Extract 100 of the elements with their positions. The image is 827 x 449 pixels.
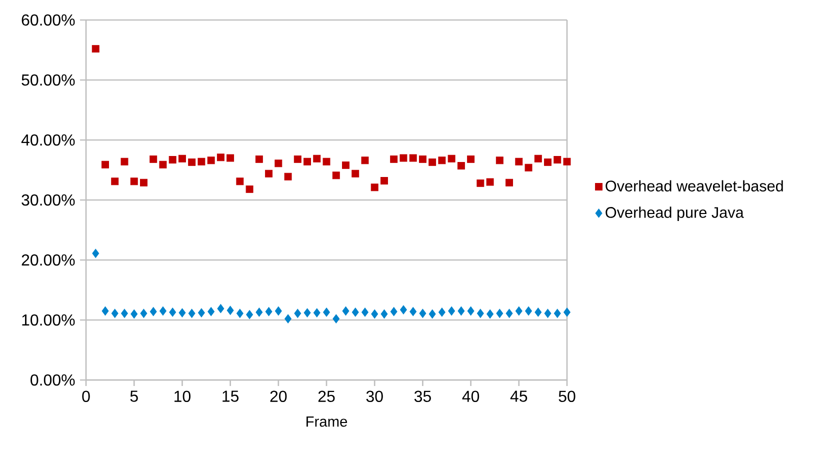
point <box>284 172 292 180</box>
point <box>217 304 224 314</box>
point <box>198 308 205 318</box>
point <box>188 308 196 318</box>
point <box>476 308 484 318</box>
point <box>554 156 562 164</box>
point <box>506 308 513 318</box>
point <box>486 309 494 319</box>
point <box>563 158 571 166</box>
y-tick-label: 0.00% <box>30 374 75 386</box>
point <box>438 156 446 164</box>
y-tick-label: 10.00% <box>22 314 75 326</box>
point <box>496 308 504 318</box>
point <box>419 308 426 318</box>
point <box>236 178 244 186</box>
point <box>178 154 186 162</box>
point <box>534 308 542 317</box>
point <box>342 161 350 169</box>
point <box>294 155 302 163</box>
point <box>102 306 109 316</box>
legend-label: Overhead weavelet-based <box>606 180 783 192</box>
point <box>130 309 138 319</box>
point <box>255 155 263 163</box>
point <box>246 185 254 193</box>
point <box>525 306 532 316</box>
point <box>506 178 514 186</box>
point <box>332 172 340 180</box>
point <box>294 308 302 318</box>
point <box>362 308 368 317</box>
point <box>111 178 119 186</box>
x-tick-label: 50 <box>558 390 576 402</box>
x-tick-label: 20 <box>270 390 287 402</box>
y-tick-label: 20.00% <box>22 254 75 266</box>
point <box>274 306 282 316</box>
point <box>256 308 263 317</box>
point <box>274 160 282 168</box>
point <box>486 178 494 186</box>
legend-label: Overhead pure Java <box>606 206 744 221</box>
point <box>352 308 359 317</box>
point <box>409 154 417 162</box>
point <box>515 158 523 166</box>
point <box>544 158 552 166</box>
x-tick-label: 15 <box>222 390 239 402</box>
point <box>496 156 504 164</box>
point <box>361 156 369 164</box>
point <box>370 184 378 192</box>
point <box>380 309 388 319</box>
point <box>400 154 408 162</box>
point <box>265 307 272 316</box>
point <box>438 308 446 317</box>
point <box>92 45 100 53</box>
y-tick-label: 50.00% <box>22 74 75 86</box>
point <box>304 158 312 166</box>
point <box>208 307 215 316</box>
point <box>207 156 215 164</box>
point <box>352 170 360 178</box>
x-axis-title: Frame <box>306 416 348 427</box>
point <box>534 154 542 162</box>
point <box>457 162 465 170</box>
point <box>178 308 186 318</box>
point <box>226 154 234 162</box>
point <box>102 160 109 168</box>
point <box>323 308 330 317</box>
point <box>467 306 474 316</box>
point <box>515 306 522 316</box>
point <box>342 306 350 316</box>
point <box>390 155 398 163</box>
y-tick-label: 60.00% <box>22 14 75 26</box>
point <box>150 155 158 163</box>
point <box>226 306 234 315</box>
y-tick-label: 40.00% <box>21 134 75 146</box>
x-tick-label: 40 <box>462 390 480 402</box>
point <box>160 306 166 316</box>
x-tick-label: 10 <box>174 390 190 402</box>
point <box>380 177 388 185</box>
x-tick-label: 5 <box>130 390 138 402</box>
point <box>544 308 552 318</box>
point <box>188 158 196 166</box>
x-tick-label: 0 <box>82 390 90 402</box>
point <box>236 308 244 318</box>
point <box>150 307 157 316</box>
x-tick-label: 25 <box>318 390 335 402</box>
point <box>313 154 321 162</box>
point <box>313 308 320 318</box>
x-tick-label: 45 <box>510 390 528 402</box>
point <box>169 308 176 317</box>
point <box>554 308 561 318</box>
point <box>120 158 128 166</box>
point <box>159 160 167 168</box>
point <box>216 154 224 162</box>
point <box>467 155 475 163</box>
y-tick-label: 30.00% <box>22 194 75 206</box>
point <box>140 178 148 186</box>
point <box>198 158 206 166</box>
x-tick-label: 30 <box>366 390 383 402</box>
point <box>111 308 118 318</box>
point <box>140 308 148 318</box>
point <box>332 314 340 324</box>
point <box>428 309 436 319</box>
point <box>476 179 484 187</box>
